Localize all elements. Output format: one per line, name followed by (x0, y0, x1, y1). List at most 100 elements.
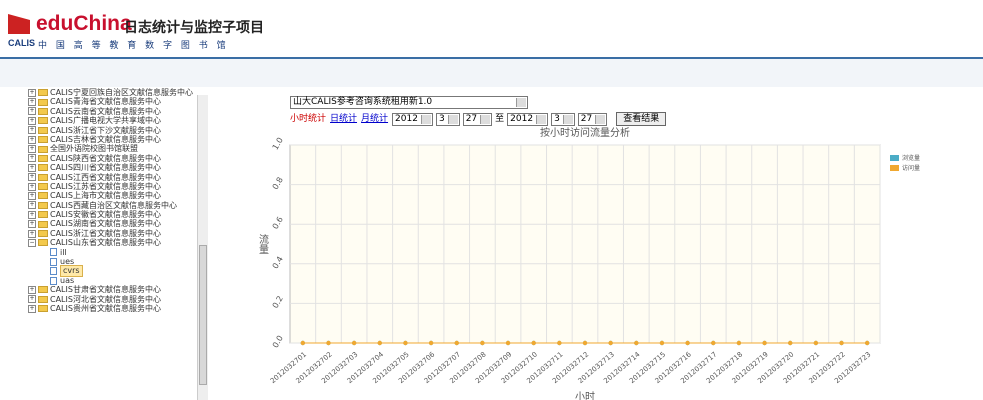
tree-row[interactable]: + CALIS西藏自治区文献信息服务中心 (28, 201, 196, 210)
tree-row[interactable]: + 全国外语院校图书馆联盟 (28, 144, 196, 153)
leaf-label[interactable]: cvrs (60, 265, 83, 277)
y-tick-label: 0.8 (271, 176, 285, 192)
data-point (428, 340, 434, 346)
tree-row[interactable]: + CALIS江苏省文献信息服务中心 (28, 182, 196, 191)
tree-row[interactable]: − CALIS山东省文献信息服务中心 (28, 238, 196, 247)
stat-link[interactable]: 日统计 (330, 114, 358, 124)
tree-label[interactable]: CALIS云南省文献信息服务中心 (50, 106, 161, 116)
data-point (480, 340, 485, 346)
date-select[interactable]: 3 (551, 113, 575, 126)
folder-icon (38, 230, 48, 238)
expander[interactable]: + (28, 182, 36, 191)
tree-row[interactable]: + CALIS云南省文献信息服务中心 (28, 107, 196, 116)
tree-label[interactable]: 全国外语院校图书馆联盟 (50, 144, 138, 154)
data-point (403, 340, 408, 346)
tree-label[interactable]: CALIS宁夏回族自治区文献信息服务中心 (50, 88, 193, 97)
query-button[interactable]: 查看结果 (616, 112, 667, 126)
expander[interactable]: + (28, 163, 36, 172)
tree-row[interactable]: + CALIS吉林省文献信息服务中心 (28, 135, 196, 144)
date-select[interactable]: 2012 (392, 113, 433, 126)
tree-row[interactable]: + CALIS江西省文献信息服务中心 (28, 173, 196, 182)
expander[interactable]: + (28, 220, 36, 229)
folder-icon (38, 183, 48, 191)
tree-label[interactable]: CALIS浙江省文献信息服务中心 (50, 228, 161, 238)
tree-label[interactable]: CALIS西藏自治区文献信息服务中心 (50, 200, 177, 210)
expander[interactable]: + (28, 295, 36, 304)
expander[interactable]: + (28, 191, 36, 200)
tree-row[interactable]: + CALIS湖南省文献信息服务中心 (28, 219, 196, 228)
expander[interactable]: + (28, 173, 36, 182)
data-point (608, 340, 613, 346)
scrollbar[interactable] (197, 95, 208, 400)
tree-row[interactable]: + CALIS上海市文献信息服务中心 (28, 191, 196, 200)
tree-row[interactable]: + CALIS河北省文献信息服务中心 (28, 295, 196, 304)
tree-leaf[interactable]: ues (28, 257, 196, 266)
data-point (864, 340, 870, 346)
tree-label[interactable]: CALIS浙江省下沙文献服务中心 (50, 125, 161, 135)
tree-row[interactable]: + CALIS浙江省文献信息服务中心 (28, 229, 196, 238)
data-point (505, 340, 511, 346)
expander[interactable]: + (28, 88, 36, 97)
scroll-thumb[interactable] (199, 245, 207, 385)
header: eduChina 日志统计与监控子项目 CALIS 中 国 高 等 教 育 数 … (0, 0, 983, 59)
date-select[interactable]: 27 (462, 113, 493, 126)
tree-label[interactable]: CALIS广播电视大学共享域中心 (50, 116, 161, 126)
expander[interactable]: − (28, 238, 36, 247)
tree-row[interactable]: + CALIS青海省文献信息服务中心 (28, 97, 196, 106)
expander[interactable]: + (28, 116, 36, 125)
expander[interactable]: + (28, 98, 36, 107)
date-select[interactable]: 3 (435, 113, 460, 126)
tree-leaf[interactable]: uas (28, 276, 196, 285)
tree-row[interactable]: + CALIS陕西省文献信息服务中心 (28, 154, 196, 163)
tree-label[interactable]: CALIS江苏省文献信息服务中心 (50, 181, 161, 191)
tree-row[interactable]: + CALIS广播电视大学共享域中心 (28, 116, 196, 125)
expander[interactable]: + (28, 210, 36, 219)
controls: 山大CALIS参考咨询系统租用新1.0 小时统计 日统计 月统计 2012 3 27 至 20… (290, 96, 667, 126)
legend-label: 访问量 (902, 164, 920, 172)
tree-row[interactable]: + CALIS贵州省文献信息服务中心 (28, 304, 196, 313)
leaf-label[interactable]: ues (60, 257, 75, 267)
tree-label[interactable]: CALIS安徽省文献信息服务中心 (50, 210, 161, 220)
folder-icon (38, 295, 48, 303)
expander[interactable]: + (28, 201, 36, 210)
tree-row[interactable]: + CALIS浙江省下沙文献服务中心 (28, 126, 196, 135)
expander[interactable]: + (28, 285, 36, 294)
tree-label[interactable]: CALIS青海省文献信息服务中心 (50, 97, 161, 107)
tree-leaf[interactable]: cvrs (28, 265, 196, 277)
tree-row[interactable]: + CALIS宁夏回族自治区文献信息服务中心 (28, 88, 196, 97)
system-select[interactable]: 山大CALIS参考咨询系统租用新1.0 (290, 96, 528, 109)
data-point (582, 340, 588, 346)
date-select[interactable]: 2012 (507, 113, 549, 126)
stat-link[interactable]: 月统计 (361, 114, 389, 124)
expander[interactable]: + (28, 229, 36, 238)
tree-leaf[interactable]: ill (28, 248, 196, 257)
expander[interactable]: + (28, 304, 36, 313)
tree-row[interactable]: + CALIS安徽省文献信息服务中心 (28, 210, 196, 219)
tree-label[interactable]: CALIS吉林省文献信息服务中心 (50, 134, 161, 144)
tree-label[interactable]: CALIS四川省文献信息服务中心 (50, 163, 161, 173)
expander[interactable]: + (28, 154, 36, 163)
leaf-label[interactable]: uas (60, 275, 75, 285)
expander[interactable]: + (28, 107, 36, 116)
tree-label[interactable]: CALIS贵州省文献信息服务中心 (50, 303, 161, 313)
tree-label[interactable]: CALIS上海市文献信息服务中心 (50, 191, 161, 201)
to-label: 至 (495, 114, 505, 124)
leaf-label[interactable]: ill (60, 247, 67, 257)
stat-link[interactable]: 小时统计 (290, 114, 327, 124)
tree-label[interactable]: CALIS河北省文献信息服务中心 (50, 294, 161, 304)
folder-icon (38, 126, 48, 134)
tree-row[interactable]: + CALIS四川省文献信息服务中心 (28, 163, 196, 172)
data-point (788, 340, 793, 346)
expander[interactable]: + (28, 126, 36, 135)
data-point (762, 340, 767, 346)
date-select[interactable]: 27 (577, 113, 608, 126)
tree-row[interactable]: + CALIS甘肃省文献信息服务中心 (28, 285, 196, 294)
expander[interactable]: + (28, 145, 36, 154)
tree-label[interactable]: CALIS陕西省文献信息服务中心 (50, 153, 161, 163)
tree-label[interactable]: CALIS江西省文献信息服务中心 (50, 172, 161, 182)
legend-swatch (890, 165, 899, 171)
tree-label[interactable]: CALIS山东省文献信息服务中心 (50, 238, 161, 248)
tree-label[interactable]: CALIS甘肃省文献信息服务中心 (50, 285, 161, 295)
tree-label[interactable]: CALIS湖南省文献信息服务中心 (50, 219, 161, 229)
expander[interactable]: + (28, 135, 36, 144)
